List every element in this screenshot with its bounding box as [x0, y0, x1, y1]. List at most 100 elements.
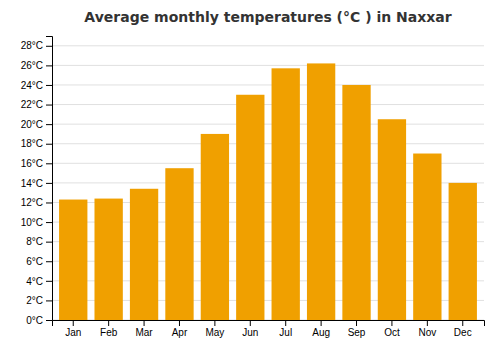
y-tick-mark [46, 281, 52, 282]
y-tick-label: 26°C [21, 60, 43, 71]
grid-line [52, 65, 484, 66]
x-tick-mark [108, 320, 109, 326]
y-tick: 18°C [21, 138, 52, 149]
y-tick-mark [46, 222, 52, 223]
x-tick: Dec [454, 320, 472, 338]
x-tick-mark [427, 320, 428, 326]
x-tick-label: Jun [242, 327, 258, 338]
y-tick: 2°C [26, 295, 52, 306]
x-tick: Jun [242, 320, 258, 338]
y-tick: 6°C [26, 256, 52, 267]
plot: Jan Feb Mar Apr May Jun Jul Aug Sep Oct Nov Dec 0°C 2… [21, 37, 485, 339]
y-tick-mark [46, 320, 52, 321]
x-tick-mark [144, 320, 145, 326]
y-tick: 0°C [26, 315, 52, 326]
y-tick-mark [46, 300, 52, 301]
x-tick: Feb [100, 320, 118, 338]
y-tick-mark [46, 261, 52, 262]
y-tick: 26°C [21, 60, 52, 71]
bar [378, 119, 406, 320]
grid-line [52, 124, 484, 125]
grid-line [52, 84, 484, 85]
y-tick-label: 4°C [26, 276, 43, 287]
y-tick-label: 6°C [26, 256, 43, 267]
grid-line [52, 104, 484, 105]
y-axis: 0°C 2°C 4°C 6°C 8°C 10°C 12°C 14°C 16°C 18°C 20°C 2… [21, 37, 53, 326]
y-tick-label: 24°C [21, 80, 43, 91]
x-tick-label: Nov [418, 327, 436, 338]
x-tick: Mar [135, 320, 153, 338]
y-tick-label: 20°C [21, 119, 43, 130]
x-tick: Nov [418, 320, 436, 338]
bar [59, 200, 87, 320]
grid [52, 46, 484, 320]
y-axis-line [46, 37, 53, 321]
y-tick-mark [46, 202, 52, 203]
y-tick-mark [46, 65, 52, 66]
y-tick-mark [46, 163, 52, 164]
x-tick-mark [391, 320, 392, 326]
y-tick-label: 28°C [21, 40, 43, 51]
bar [449, 183, 477, 320]
y-tick: 12°C [21, 197, 52, 208]
x-tick-label: Feb [100, 327, 118, 338]
bar [94, 199, 122, 320]
x-axis: Jan Feb Mar Apr May Jun Jul Aug Sep Oct Nov Dec [53, 320, 485, 338]
x-tick-mark [462, 320, 463, 326]
x-tick: May [205, 320, 224, 338]
y-tick: 10°C [21, 217, 52, 228]
bar [201, 134, 229, 320]
y-tick-label: 8°C [26, 236, 43, 247]
y-tick-label: 12°C [21, 197, 43, 208]
y-tick: 4°C [26, 276, 52, 287]
x-tick-mark [321, 320, 322, 326]
y-tick: 8°C [26, 236, 52, 247]
bar [272, 68, 300, 320]
y-tick-mark [46, 144, 52, 145]
x-axis-line [53, 321, 485, 327]
x-tick-label: Jan [65, 327, 81, 338]
x-tick-mark [356, 320, 357, 326]
y-tick-label: 18°C [21, 138, 43, 149]
y-tick-mark [46, 105, 52, 106]
bar [236, 95, 264, 320]
x-tick-label: Oct [384, 327, 400, 338]
x-tick-mark [214, 320, 215, 326]
grid-line [52, 143, 484, 144]
y-tick: 20°C [21, 119, 52, 130]
y-tick-label: 14°C [21, 178, 43, 189]
y-tick-label: 22°C [21, 99, 43, 110]
x-tick-label: Aug [312, 327, 330, 338]
y-tick-label: 10°C [21, 217, 43, 228]
bar [130, 189, 158, 320]
x-tick-label: Dec [454, 327, 472, 338]
y-tick-label: 16°C [21, 158, 43, 169]
y-tick: 22°C [21, 99, 52, 110]
title: Average monthly temperatures (°C ) in Na… [84, 9, 451, 25]
bar [413, 154, 441, 320]
x-tick: Apr [172, 320, 188, 338]
bars [59, 63, 477, 320]
x-tick-label: Jul [279, 327, 292, 338]
y-tick: 16°C [21, 158, 52, 169]
bar [165, 168, 193, 320]
chart: Jan Feb Mar Apr May Jun Jul Aug Sep Oct Nov Dec 0°C 2… [0, 0, 500, 350]
y-tick: 14°C [21, 178, 52, 189]
x-tick-label: Sep [348, 327, 366, 338]
x-tick-label: Apr [172, 327, 188, 338]
y-tick-label: 0°C [26, 315, 43, 326]
x-tick-mark [285, 320, 286, 326]
y-tick-mark [46, 85, 52, 86]
x-tick-label: Mar [135, 327, 153, 338]
y-tick-label: 2°C [26, 295, 43, 306]
bar [307, 63, 335, 320]
y-tick-mark [46, 124, 52, 125]
grid-line [52, 45, 484, 46]
y-tick-mark [46, 183, 52, 184]
y-tick: 28°C [21, 40, 52, 51]
x-tick-mark [179, 320, 180, 326]
x-tick-mark [73, 320, 74, 326]
y-tick-mark [46, 46, 52, 47]
x-tick: Sep [348, 320, 366, 338]
x-tick-mark [250, 320, 251, 326]
